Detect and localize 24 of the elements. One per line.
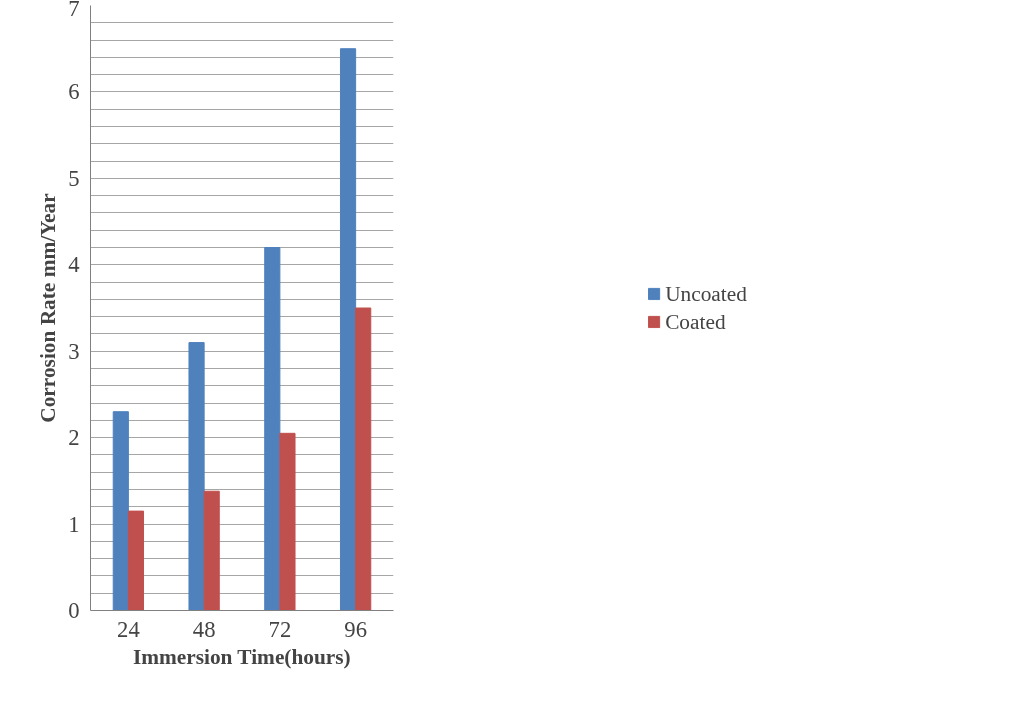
bar bbox=[203, 490, 220, 611]
y-tick-label: 3 bbox=[68, 338, 80, 364]
bar bbox=[355, 307, 372, 611]
bar bbox=[339, 48, 357, 611]
x-tick-label: 48 bbox=[192, 616, 216, 642]
legend-label: Coated bbox=[665, 309, 726, 334]
bar bbox=[127, 510, 145, 611]
y-tick-label: 6 bbox=[68, 79, 80, 105]
y-tick-label: 7 bbox=[68, 0, 80, 21]
legend-label: Uncoated bbox=[665, 281, 747, 306]
bar bbox=[264, 247, 281, 611]
bar bbox=[112, 411, 129, 611]
y-tick-label: 2 bbox=[68, 425, 80, 451]
x-tick-label: 72 bbox=[268, 616, 292, 642]
y-tick-label: 0 bbox=[68, 598, 80, 623]
y-tick-label: 1 bbox=[68, 511, 80, 537]
y-axis-title: Corrosion Rate mm/Year bbox=[36, 192, 61, 423]
x-axis-title: Immersion Time(hours) bbox=[132, 644, 351, 669]
y-tick-label: 4 bbox=[68, 252, 80, 278]
y-tick-label: 5 bbox=[68, 165, 80, 191]
bar bbox=[188, 342, 205, 611]
x-tick-label: 24 bbox=[117, 616, 140, 642]
bar bbox=[279, 432, 296, 611]
x-tick-label: 96 bbox=[344, 616, 367, 642]
